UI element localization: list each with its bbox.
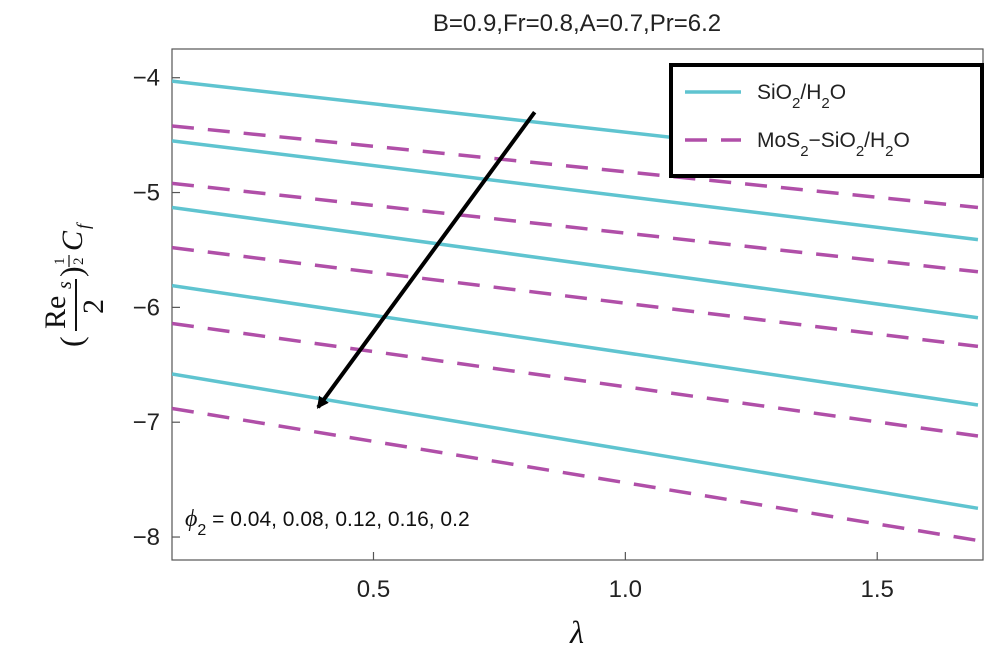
series-lines bbox=[172, 79, 979, 543]
trend-arrow bbox=[316, 110, 537, 409]
svg-text:2: 2 bbox=[71, 258, 87, 266]
y-axis-label: ( Re s 2 ) 1 2 C f bbox=[39, 221, 110, 347]
series-line-sio2 bbox=[172, 372, 979, 511]
svg-text:s: s bbox=[54, 281, 76, 289]
y-tick-label: −5 bbox=[133, 180, 160, 207]
series-line-sio2 bbox=[172, 205, 979, 320]
series-line-mos2-sio2 bbox=[172, 321, 979, 438]
series-line-sio2 bbox=[172, 139, 979, 242]
phi-annotation: ϕ2 = 0.04, 0.08, 0.12, 0.16, 0.2 bbox=[185, 506, 470, 539]
y-tick-label: −6 bbox=[133, 294, 160, 321]
svg-text:1: 1 bbox=[52, 258, 68, 266]
y-tick-label: −8 bbox=[133, 524, 160, 551]
series-line-mos2-sio2 bbox=[172, 181, 979, 274]
chart-title: B=0.9,Fr=0.8,A=0.7,Pr=6.2 bbox=[433, 10, 721, 37]
x-tick-label: 1.5 bbox=[861, 576, 894, 603]
svg-text:f: f bbox=[73, 221, 93, 229]
svg-text:Re: Re bbox=[39, 296, 72, 329]
x-tick-label: 1.0 bbox=[609, 576, 642, 603]
svg-text:): ) bbox=[53, 266, 89, 277]
legend: SiO2/H2O MoS2−SiO2/H2O bbox=[669, 63, 984, 178]
y-tick-label: −7 bbox=[133, 409, 160, 436]
series-line-mos2-sio2 bbox=[172, 406, 979, 543]
x-tick-label: 0.5 bbox=[357, 576, 390, 603]
svg-text:(: ( bbox=[53, 336, 89, 347]
svg-text:2: 2 bbox=[77, 299, 110, 314]
y-tick-label: −4 bbox=[133, 65, 160, 92]
svg-text:C: C bbox=[56, 230, 89, 251]
series-line-sio2 bbox=[172, 283, 979, 407]
series-line-mos2-sio2 bbox=[172, 245, 979, 349]
plot-frame bbox=[171, 48, 984, 561]
x-axis-label: λ bbox=[569, 614, 584, 650]
legend-box bbox=[669, 63, 984, 178]
series-line-mos2-sio2 bbox=[172, 124, 979, 210]
axis-ticks: 0.5 1.0 1.5 −4 −5 −6 −7 −8 bbox=[133, 65, 894, 603]
